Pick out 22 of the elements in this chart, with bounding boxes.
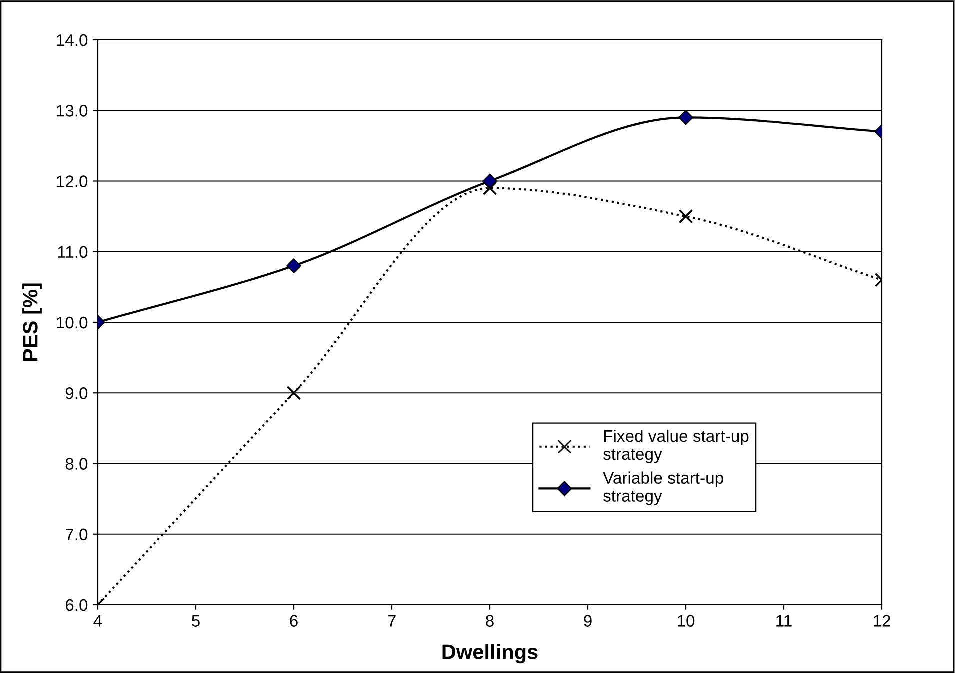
- x-tick-label: 4: [94, 615, 102, 627]
- x-tick-label: 12: [874, 615, 890, 627]
- x-tick-label: 9: [584, 615, 592, 627]
- y-axis-title: PES [%]: [22, 284, 42, 362]
- legend-label: Fixed value start-up strategy: [604, 430, 749, 464]
- x-axis-title: Dwellings: [442, 644, 538, 664]
- x-tick-label: 7: [388, 615, 396, 627]
- y-tick-label: 6.0: [66, 599, 88, 612]
- x-tick-label: 11: [776, 615, 792, 627]
- x-tick-label: 6: [290, 615, 298, 627]
- y-tick-label: 9.0: [66, 388, 88, 400]
- y-tick-label: 10.0: [57, 316, 88, 329]
- y-tick-label: 12.0: [57, 176, 88, 188]
- y-tick-label: 8.0: [66, 458, 88, 470]
- y-tick-label: 11.0: [58, 246, 88, 258]
- y-tick-label: 13.0: [57, 105, 88, 117]
- y-tick-label: 7.0: [66, 528, 88, 541]
- x-tick-label: 10: [678, 615, 695, 627]
- legend-label: Variable start-up strategy: [603, 472, 724, 506]
- x-tick-label: 5: [192, 615, 200, 627]
- y-tick-label: 14.0: [57, 34, 88, 46]
- x-tick-label: 8: [486, 615, 494, 627]
